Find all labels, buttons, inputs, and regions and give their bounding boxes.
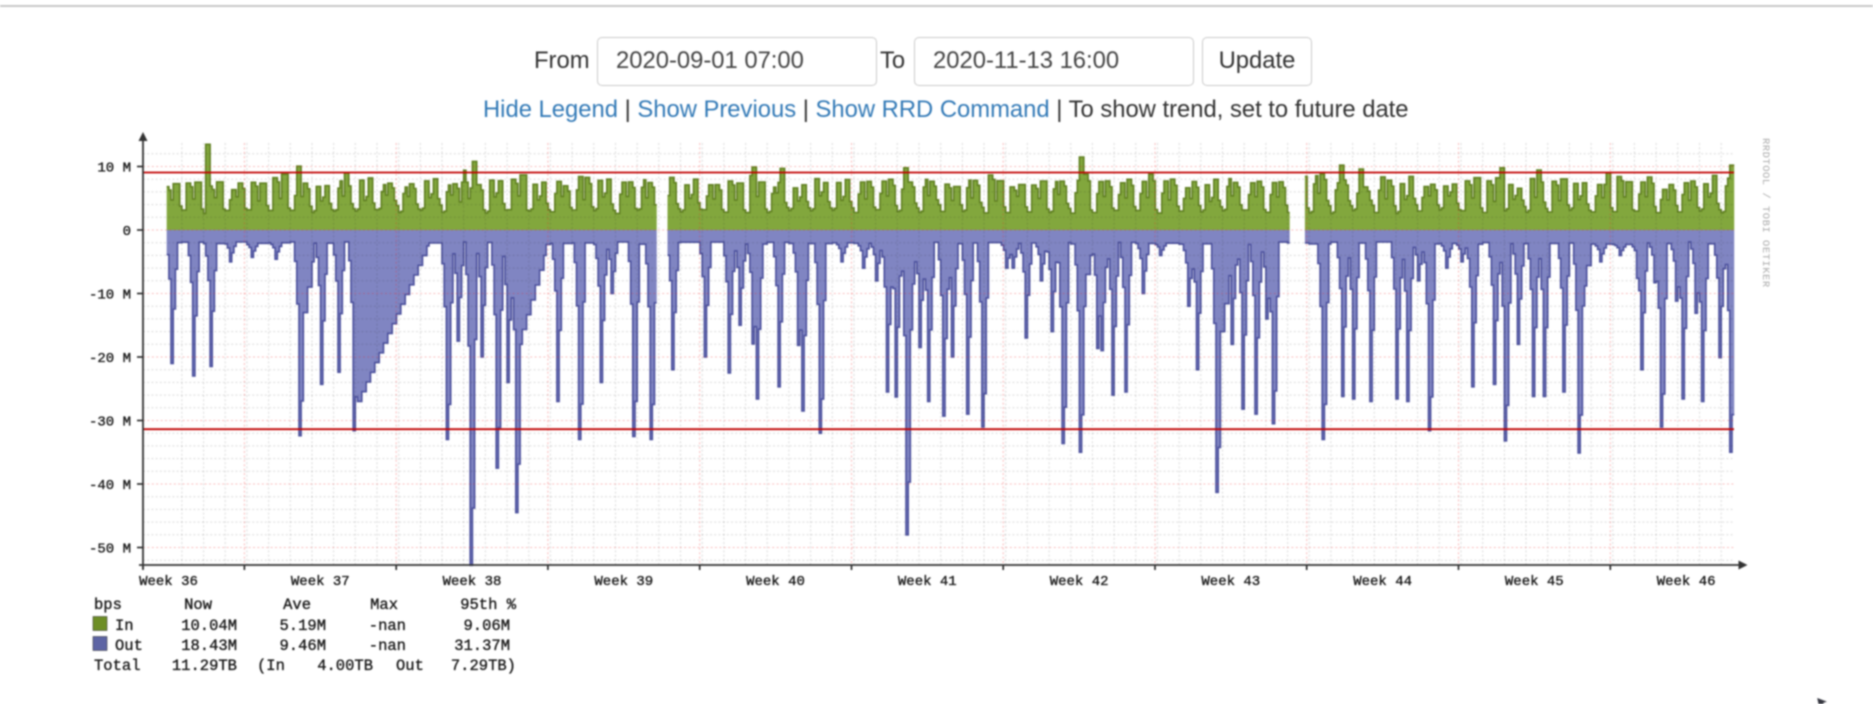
svg-text:-10 M: -10 M [89, 288, 131, 304]
svg-text:In: In [115, 617, 134, 635]
svg-text:9.06M: 9.06M [463, 617, 510, 635]
svg-text:11.29TB: 11.29TB [172, 657, 237, 675]
svg-text:Now: Now [184, 596, 213, 614]
svg-text:18.43M: 18.43M [181, 637, 237, 655]
svg-text:-20 M: -20 M [89, 351, 131, 367]
svg-text:Week 45: Week 45 [1505, 574, 1564, 590]
svg-text:4.00TB: 4.00TB [317, 657, 373, 675]
svg-text:Week 42: Week 42 [1050, 574, 1109, 590]
svg-text:Week 39: Week 39 [594, 574, 653, 590]
svg-text:Week 41: Week 41 [898, 574, 957, 590]
svg-text:Week 40: Week 40 [746, 574, 805, 590]
svg-text:10.04M: 10.04M [181, 617, 237, 635]
svg-text:Week 44: Week 44 [1353, 574, 1412, 590]
svg-text:-30 M: -30 M [89, 415, 131, 431]
svg-text:0: 0 [123, 224, 131, 240]
svg-text:Out: Out [396, 657, 424, 675]
svg-text:Week 46: Week 46 [1657, 574, 1716, 590]
svg-text:-40 M: -40 M [89, 478, 131, 494]
svg-text:Total: Total [94, 657, 141, 675]
svg-text:31.37M: 31.37M [454, 637, 510, 655]
svg-text:10 M: 10 M [97, 161, 131, 177]
svg-text:7.29TB): 7.29TB) [451, 657, 516, 675]
svg-text:5.19M: 5.19M [279, 617, 326, 635]
svg-text:Week 36: Week 36 [139, 574, 198, 590]
svg-text:Out: Out [115, 637, 143, 655]
svg-text:Ave: Ave [283, 596, 311, 614]
svg-text:(In: (In [257, 657, 285, 675]
svg-text:bps: bps [94, 596, 122, 614]
svg-text:-nan: -nan [369, 617, 406, 635]
svg-text:9.46M: 9.46M [279, 637, 326, 655]
svg-text:Week 43: Week 43 [1201, 574, 1260, 590]
svg-text:95th %: 95th % [460, 596, 517, 614]
svg-text:Week 37: Week 37 [291, 574, 350, 590]
svg-text:-50 M: -50 M [89, 542, 131, 558]
svg-text:RRDTOOL / TOBI OETIKER: RRDTOOL / TOBI OETIKER [1759, 138, 1771, 288]
svg-text:Week 38: Week 38 [443, 574, 502, 590]
svg-text:-nan: -nan [369, 637, 406, 655]
svg-text:Max: Max [370, 596, 398, 614]
